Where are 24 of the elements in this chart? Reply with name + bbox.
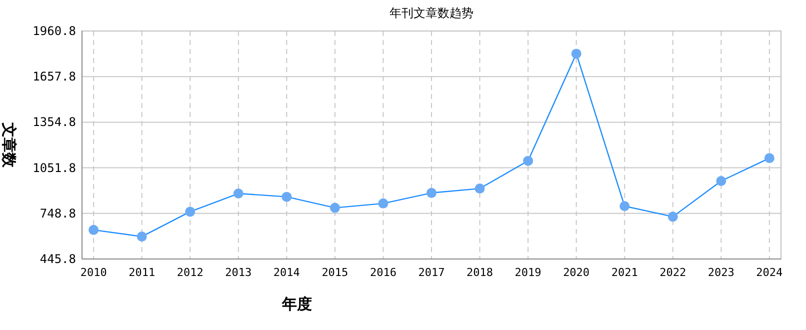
- x-tick-label: 2019: [514, 266, 542, 279]
- x-axis-title: 年度: [281, 295, 312, 313]
- y-tick-label: 748.8: [40, 206, 76, 220]
- x-tick-label: 2017: [418, 266, 445, 279]
- x-tick-label: 2012: [176, 266, 204, 279]
- x-tick-label: 2020: [563, 266, 590, 279]
- y-tick-label: 445.8: [40, 252, 76, 266]
- x-tick-label: 2023: [708, 266, 734, 279]
- x-tick-label: 2015: [322, 266, 348, 279]
- y-tick-label: 1960.8: [32, 24, 76, 38]
- y-axis-title: 文章数: [0, 122, 18, 168]
- x-tick-label: 2022: [660, 266, 686, 279]
- chart-title: 年刊文章数趋势: [390, 6, 474, 20]
- y-tick-label: 1051.8: [32, 160, 76, 175]
- x-tick-label: 2018: [466, 266, 494, 279]
- x-tick-label: 2024: [756, 266, 784, 279]
- x-tick-label: 2016: [370, 266, 396, 279]
- x-tick-label: 2010: [80, 266, 107, 279]
- x-tick-label: 2013: [225, 266, 252, 279]
- x-tick-label: 2014: [273, 266, 300, 279]
- x-tick-label: 2021: [611, 266, 638, 279]
- y-tick-label: 1354.8: [32, 115, 76, 130]
- x-tick-label: 2011: [128, 266, 156, 279]
- y-tick-label: 1657.8: [32, 70, 76, 84]
